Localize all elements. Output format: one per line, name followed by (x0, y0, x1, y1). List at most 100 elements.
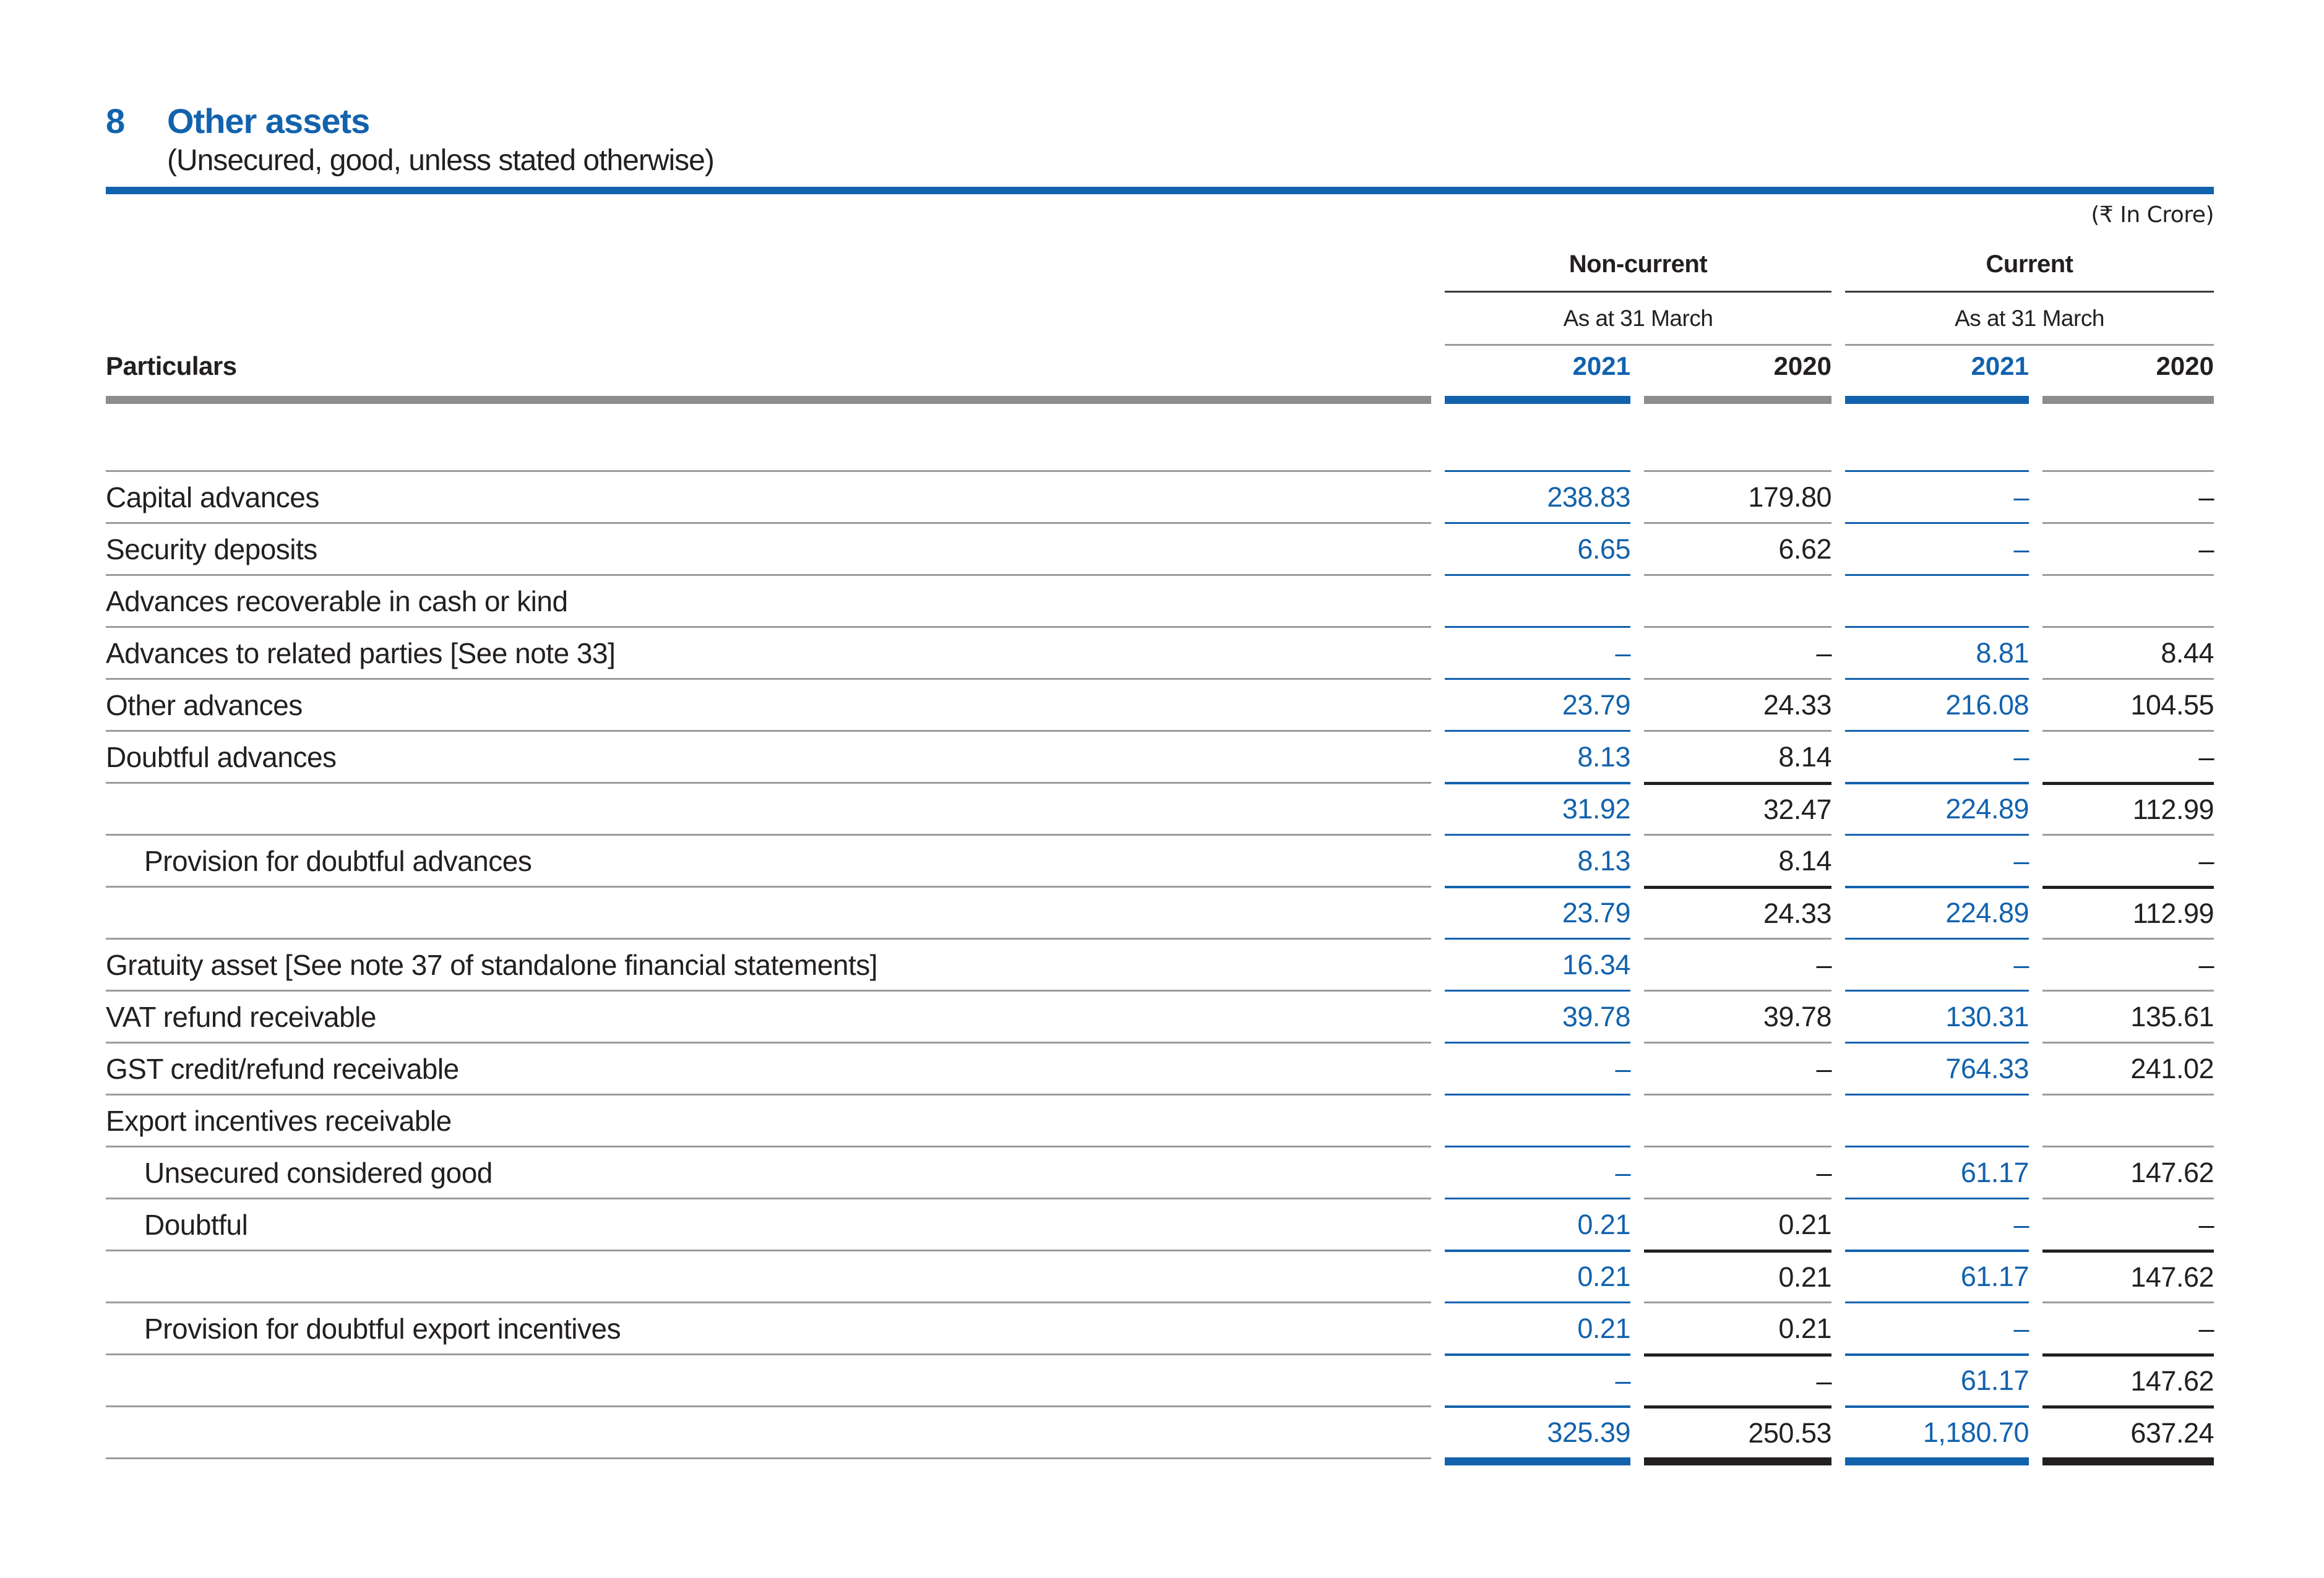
value-noncurrent-2020: – (1644, 1146, 1832, 1198)
value-current-2020: 8.44 (2042, 626, 2214, 678)
value-current-2020: 112.99 (2042, 782, 2214, 834)
value-current-2020: – (2042, 834, 2214, 886)
value-noncurrent-2021: – (1445, 626, 1631, 678)
as-at-label-current: As at 31 March (1845, 293, 2214, 346)
as-at-header-row: As at 31 March As at 31 March (106, 293, 2214, 346)
as-at-label-non-current: As at 31 March (1445, 293, 1831, 346)
table-row: Other advances 23.79 24.33 216.08 104.55 (106, 678, 2214, 730)
year-header-noncurrent-2021: 2021 (1445, 346, 1630, 404)
value-noncurrent-2020: 250.53 (1644, 1405, 1832, 1457)
table-row: Provision for doubtful advances 8.13 8.1… (106, 834, 2214, 886)
row-label: VAT refund receivable (106, 1000, 376, 1033)
page-subtitle: (Unsecured, good, unless stated otherwis… (167, 144, 715, 177)
value-current-2021: 764.33 (1845, 1042, 2029, 1094)
value-noncurrent-2020 (1644, 574, 1831, 626)
value-current-2020: 147.62 (2042, 1146, 2214, 1198)
row-label: GST credit/refund receivable (106, 1052, 459, 1085)
value-noncurrent-2020: 8.14 (1644, 834, 1832, 886)
header-body-spacer (106, 404, 2214, 470)
value-noncurrent-2021: 0.21 (1445, 1250, 1631, 1301)
row-label: Unsecured considered good (144, 1156, 493, 1189)
value-current-2021: 61.17 (1845, 1146, 2029, 1198)
table-row: VAT refund receivable 39.78 39.78 130.31… (106, 990, 2214, 1042)
value-current-2020: – (2042, 1198, 2214, 1250)
value-noncurrent-2021: 6.65 (1445, 522, 1631, 574)
page-content: 8 Other assets (Unsecured, good, unless … (106, 0, 2214, 1578)
value-current-2021: 8.81 (1845, 626, 2029, 678)
table-row: Gratuity asset [See note 37 of standalon… (106, 938, 2214, 990)
value-noncurrent-2020: – (1644, 938, 1832, 990)
page-title: Other assets (167, 101, 370, 140)
value-current-2021: 61.17 (1845, 1353, 2029, 1405)
as-at-spacer (106, 293, 1431, 346)
value-noncurrent-2020: 32.47 (1644, 782, 1832, 834)
value-current-2020: – (2042, 730, 2214, 782)
table-row: Advances recoverable in cash or kind (106, 574, 2214, 626)
value-noncurrent-2021: 8.13 (1445, 730, 1631, 782)
value-current-2021 (1845, 574, 2029, 626)
closing-bar-noncurrent-2020 (1644, 1457, 1831, 1465)
row-label: Provision for doubtful advances (144, 844, 532, 877)
value-noncurrent-2021: 0.21 (1445, 1301, 1631, 1353)
closing-bar-particulars (106, 1457, 1431, 1465)
year-header-current-2020: 2020 (2042, 346, 2214, 404)
table-row: Export incentives receivable (106, 1094, 2214, 1146)
group-header-non-current: Non-current (1445, 241, 1831, 293)
value-noncurrent-2021: – (1445, 1042, 1631, 1094)
value-noncurrent-2020 (1644, 1094, 1831, 1146)
row-label: Doubtful advances (106, 740, 337, 773)
unit-label: (₹ In Crore) (2091, 202, 2214, 228)
table-row: 325.39 250.53 1,180.70 637.24 (106, 1405, 2214, 1457)
title-rule (106, 187, 2214, 194)
year-header-noncurrent-2020: 2020 (1644, 346, 1831, 404)
row-label: Security deposits (106, 533, 317, 565)
value-noncurrent-2020: 6.62 (1644, 522, 1832, 574)
value-noncurrent-2021 (1445, 574, 1630, 626)
value-current-2020 (2042, 574, 2214, 626)
value-current-2020: 241.02 (2042, 1042, 2214, 1094)
table-row: Doubtful advances 8.13 8.14 – – (106, 730, 2214, 782)
value-noncurrent-2020: – (1644, 1353, 1832, 1405)
value-noncurrent-2021: – (1445, 1353, 1631, 1405)
value-noncurrent-2020: 39.78 (1644, 990, 1832, 1042)
closing-bar-current-2021 (1845, 1457, 2029, 1465)
table-row: GST credit/refund receivable – – 764.33 … (106, 1042, 2214, 1094)
table-row: 23.79 24.33 224.89 112.99 (106, 886, 2214, 938)
group-header-current: Current (1845, 241, 2214, 293)
value-current-2020: 135.61 (2042, 990, 2214, 1042)
table-row: 0.21 0.21 61.17 147.62 (106, 1250, 2214, 1301)
value-noncurrent-2021: 39.78 (1445, 990, 1631, 1042)
value-noncurrent-2020: 0.21 (1644, 1301, 1832, 1353)
closing-bar-noncurrent-2021 (1445, 1457, 1630, 1465)
row-label: Gratuity asset [See note 37 of standalon… (106, 948, 878, 981)
value-current-2021: – (1845, 938, 2029, 990)
row-label: Advances recoverable in cash or kind (106, 585, 568, 617)
table-row: Doubtful 0.21 0.21 – – (106, 1198, 2214, 1250)
table-row: Provision for doubtful export incentives… (106, 1301, 2214, 1353)
row-label: Other advances (106, 688, 303, 721)
value-noncurrent-2021: 31.92 (1445, 782, 1631, 834)
value-noncurrent-2021 (1445, 1094, 1630, 1146)
value-noncurrent-2020: 24.33 (1644, 886, 1832, 938)
value-current-2021: 224.89 (1845, 886, 2029, 938)
value-noncurrent-2020: 179.80 (1644, 470, 1832, 522)
value-noncurrent-2020: – (1644, 1042, 1832, 1094)
value-noncurrent-2020: 0.21 (1644, 1250, 1832, 1301)
group-header-spacer (106, 241, 1431, 293)
value-current-2021: 216.08 (1845, 678, 2029, 730)
value-noncurrent-2021: – (1445, 1146, 1631, 1198)
table-row: Unsecured considered good – – 61.17 147.… (106, 1146, 2214, 1198)
value-noncurrent-2020: 24.33 (1644, 678, 1832, 730)
particulars-header: Particulars (106, 346, 1431, 404)
table-closing-bars (106, 1457, 2214, 1465)
value-noncurrent-2020: – (1644, 626, 1832, 678)
table-rows: Capital advances 238.83 179.80 – – Secur… (106, 470, 2214, 1457)
value-current-2021: – (1845, 522, 2029, 574)
row-label: Provision for doubtful export incentives (144, 1312, 621, 1345)
value-noncurrent-2021: 325.39 (1445, 1405, 1631, 1457)
value-current-2021: 224.89 (1845, 782, 2029, 834)
table-row: Capital advances 238.83 179.80 – – (106, 470, 2214, 522)
value-current-2020: – (2042, 470, 2214, 522)
value-current-2020: – (2042, 1301, 2214, 1353)
